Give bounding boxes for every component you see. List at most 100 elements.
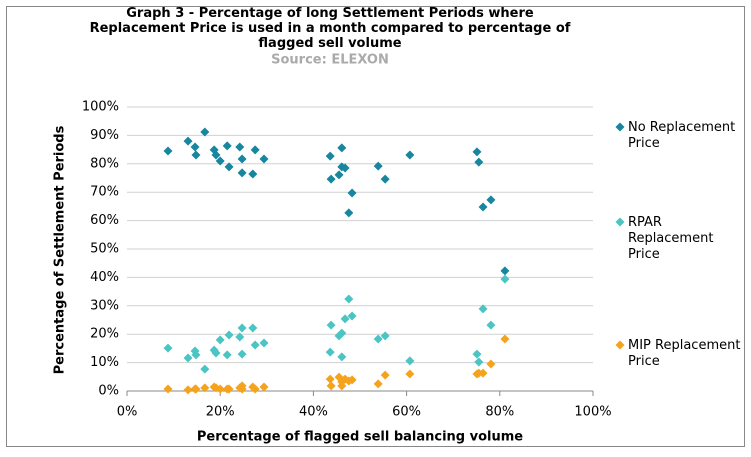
point <box>486 320 496 330</box>
point <box>200 127 210 137</box>
point <box>344 294 354 304</box>
legend-label: No Replacement Price <box>628 120 736 151</box>
chart-border <box>6 6 745 447</box>
point <box>222 350 232 360</box>
point <box>347 311 357 321</box>
point <box>373 334 383 344</box>
point <box>347 188 357 198</box>
point <box>250 384 260 394</box>
point <box>478 202 488 212</box>
point <box>259 338 269 348</box>
legend-box: No Replacement Price <box>628 120 736 151</box>
point <box>235 332 245 342</box>
y-tick-label: 100% <box>82 100 119 115</box>
point <box>344 208 354 218</box>
point <box>486 195 496 205</box>
y-tick-label: 80% <box>90 156 119 171</box>
point <box>237 349 247 359</box>
point <box>215 335 225 345</box>
point <box>237 168 247 178</box>
point <box>183 136 193 146</box>
x-tick-label: 40% <box>299 405 328 420</box>
legend-box: MIP Replacement Price <box>628 338 741 369</box>
point <box>163 146 173 156</box>
point <box>191 150 201 160</box>
point <box>325 151 335 161</box>
point <box>211 150 221 160</box>
point <box>340 163 350 173</box>
point <box>337 381 347 391</box>
point <box>380 370 390 380</box>
point <box>405 150 415 160</box>
point <box>500 334 510 344</box>
point <box>163 343 173 353</box>
point <box>215 384 225 394</box>
point <box>478 368 488 378</box>
point <box>224 384 234 394</box>
x-tick-label: 80% <box>485 405 514 420</box>
point <box>500 266 510 276</box>
point <box>337 328 347 338</box>
y-tick-label: 60% <box>90 213 119 228</box>
y-tick-label: 90% <box>90 128 119 143</box>
y-axis-label: Percentage of Settlement Periods <box>53 125 68 374</box>
point <box>340 314 350 324</box>
y-tick-label: 30% <box>90 298 119 313</box>
y-tick-label: 70% <box>90 185 119 200</box>
legend-label: RPAR Replacement Price <box>628 215 714 262</box>
point <box>337 143 347 153</box>
point <box>248 169 258 179</box>
point <box>191 384 201 394</box>
point <box>183 385 193 395</box>
point <box>325 347 335 357</box>
point <box>478 304 488 314</box>
y-tick-label: 0% <box>98 384 119 399</box>
y-tick-label: 50% <box>90 242 119 257</box>
point <box>326 381 336 391</box>
chart-subtitle: Source: ELEXON <box>271 53 389 68</box>
point <box>472 147 482 157</box>
point <box>248 323 258 333</box>
legend-marker <box>615 217 625 227</box>
x-axis-label: Percentage of flagged sell balancing vol… <box>197 430 523 445</box>
point <box>237 323 247 333</box>
point <box>222 141 232 151</box>
point <box>373 379 383 389</box>
point <box>472 349 482 359</box>
point <box>500 274 510 284</box>
point <box>200 383 210 393</box>
x-tick-label: 0% <box>117 405 138 420</box>
x-tick-label: 60% <box>392 405 421 420</box>
point <box>235 142 245 152</box>
point <box>183 353 193 363</box>
point <box>373 161 383 171</box>
y-tick-label: 40% <box>90 270 119 285</box>
point <box>224 330 234 340</box>
y-tick-label: 20% <box>90 327 119 342</box>
legend-marker <box>615 122 625 132</box>
point <box>474 157 484 167</box>
legend-label: MIP Replacement Price <box>628 338 741 369</box>
point <box>163 384 173 394</box>
point <box>326 174 336 184</box>
point <box>486 359 496 369</box>
point <box>259 154 269 164</box>
legend-box: RPAR Replacement Price <box>628 215 714 262</box>
point <box>334 170 344 180</box>
point <box>211 348 221 358</box>
point <box>325 374 335 384</box>
y-tick-label: 10% <box>90 355 119 370</box>
x-tick-label: 100% <box>574 405 611 420</box>
chart-title: Graph 3 - Percentage of long Settlement … <box>89 6 571 51</box>
legend-marker <box>615 340 625 350</box>
point <box>237 154 247 164</box>
point <box>326 320 336 330</box>
point <box>405 356 415 366</box>
x-tick-label: 20% <box>206 405 235 420</box>
point <box>215 156 225 166</box>
point <box>190 142 200 152</box>
point <box>224 162 234 172</box>
point <box>191 350 201 360</box>
point <box>259 382 269 392</box>
